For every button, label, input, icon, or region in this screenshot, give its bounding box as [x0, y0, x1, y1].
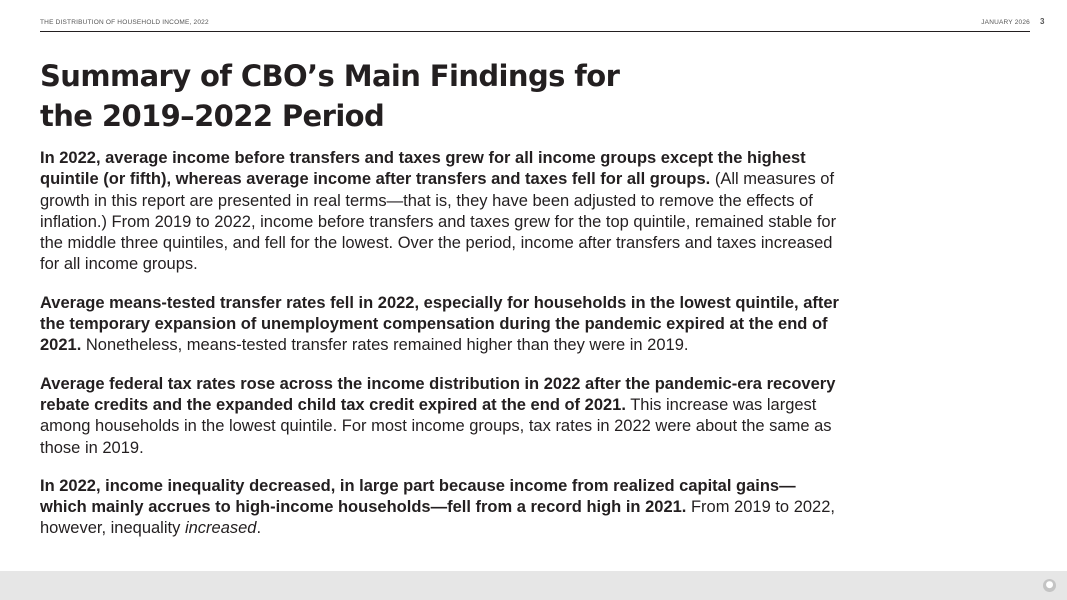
- finding-paragraph-3: Average federal tax rates rose across th…: [40, 374, 840, 459]
- finding-3-text: This increase was largest among househol…: [40, 395, 832, 457]
- finding-4-text: From 2019 to 2022, however, inequality: [40, 498, 835, 538]
- page-title-line-1: Summary of CBO’s Main Findings for: [40, 59, 620, 93]
- page-number: 3: [1040, 17, 1045, 26]
- finding-3-lead: Average federal tax rates rose across th…: [40, 374, 836, 414]
- report-date: JANUARY 2026: [981, 19, 1030, 26]
- finding-1-lead: In 2022, average income before transfers…: [40, 149, 806, 189]
- page-menu-icon[interactable]: ●: [1043, 579, 1056, 592]
- finding-2-lead: Average means-tested transfer rates fell…: [40, 293, 839, 355]
- finding-paragraph-2: Average means-tested transfer rates fell…: [40, 293, 840, 357]
- viewer-footer-bar: [0, 571, 1067, 600]
- findings-body: In 2022, average income before transfers…: [40, 148, 840, 557]
- page-title: Summary of CBO’s Main Findings for the 20…: [40, 56, 680, 136]
- finding-4-emphasis: increased: [184, 519, 257, 538]
- finding-4-lead: In 2022, income inequality decreased, in…: [40, 476, 796, 517]
- finding-paragraph-4: In 2022, income inequality decreased, in…: [40, 476, 840, 540]
- finding-4-tail: .: [256, 519, 262, 538]
- finding-paragraph-1: In 2022, average income before transfers…: [40, 148, 840, 276]
- report-title-header: THE DISTRIBUTION OF HOUSEHOLD INCOME, 20…: [40, 19, 209, 26]
- report-page: THE DISTRIBUTION OF HOUSEHOLD INCOME, 20…: [40, 17, 1045, 557]
- finding-2-text: Nonetheless, means-tested transfer rates…: [81, 336, 689, 355]
- finding-1-text: (All measures of growth in this report a…: [40, 170, 837, 274]
- page-title-line-2: the 2019–2022 Period: [40, 99, 385, 133]
- running-header: THE DISTRIBUTION OF HOUSEHOLD INCOME, 20…: [40, 18, 1030, 32]
